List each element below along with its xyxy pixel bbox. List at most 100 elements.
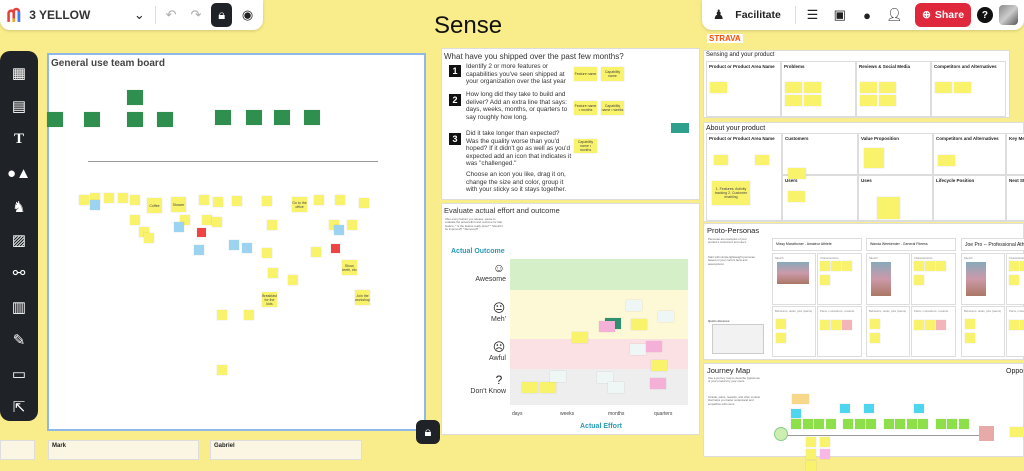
share-button[interactable]: ⊕ Share [914,3,972,27]
sticky-note-icon[interactable]: ▤ [11,98,27,116]
table-icon[interactable]: ▥ [11,298,27,316]
sticky-note[interactable]: Feature name • months [574,101,597,115]
sticky-note[interactable] [626,300,642,311]
facilitate-icon[interactable]: ♟ [712,7,725,22]
sticky-note[interactable] [650,378,666,389]
sticky-note[interactable] [347,220,357,230]
sticky-note[interactable] [870,333,880,343]
sticky-note[interactable] [925,320,935,330]
sticky-note[interactable] [804,95,821,106]
sticky-note[interactable] [947,419,957,429]
undo-icon[interactable]: ↶ [165,7,177,22]
sticky-note[interactable]: Capability name • weeks [601,101,624,115]
sticky-note[interactable] [267,220,277,230]
sticky-note[interactable] [79,195,89,205]
sticky-note[interactable] [197,228,206,237]
sticky-note[interactable] [572,332,588,343]
sticky-note[interactable] [914,275,924,285]
sticky-note[interactable] [755,155,769,165]
sticky-note[interactable] [854,419,865,429]
sticky-note[interactable] [194,245,204,255]
sticky-note[interactable] [936,261,946,271]
sticky-note[interactable] [935,82,952,93]
sticky-note[interactable] [130,215,140,225]
comment-icon[interactable]: ● [863,7,871,23]
sticky-note[interactable] [144,233,154,243]
sticky-note[interactable] [217,365,227,375]
sticky-note[interactable] [118,193,128,203]
sticky-note[interactable] [288,275,298,285]
sticky-note[interactable] [157,112,173,127]
sticky-note[interactable] [914,320,924,330]
sticky-note[interactable] [864,404,874,413]
sticky-note[interactable] [842,320,852,330]
sticky-note[interactable] [540,382,556,393]
teal-shape[interactable] [671,123,689,133]
mural-logo-icon[interactable] [6,5,23,25]
sticky-note[interactable] [877,197,900,219]
sticky-note[interactable] [522,382,538,393]
sticky-note[interactable] [127,90,143,105]
sticky-note[interactable] [1020,320,1024,330]
sticky-note[interactable] [914,261,924,271]
shapes-icon[interactable]: ●▲ [7,164,31,182]
sticky-note[interactable] [242,243,252,253]
sticky-note[interactable] [802,419,813,429]
sticky-note[interactable] [229,240,239,250]
sticky-note[interactable] [965,319,975,329]
sticky-note[interactable] [791,419,801,429]
sticky-note[interactable] [304,110,320,125]
avatar[interactable] [998,5,1018,25]
journey-panel[interactable]: Journey Map Use a journey map to describ… [703,363,1024,471]
sticky-note[interactable] [866,419,876,429]
sticky-note[interactable] [631,319,647,330]
facilitate-button[interactable]: Facilitate [735,9,781,21]
sticky-note[interactable] [914,404,924,413]
sticky-note[interactable] [334,225,344,235]
lock-icon[interactable]: 🔒︎ [211,3,233,27]
sticky-note[interactable] [1009,275,1019,285]
sticky-note[interactable] [925,261,935,271]
sticky-note[interactable]: Capability name [601,67,624,81]
sticky-note[interactable] [806,461,816,471]
sticky-note[interactable] [906,419,917,429]
sticky-note[interactable]: Breakfast for the kids [262,292,277,307]
sticky-note[interactable] [938,155,955,166]
about-panel[interactable]: About your product Product or Product Ar… [703,122,1024,222]
sticky-note[interactable] [965,333,975,343]
sticky-note[interactable]: Shower [171,197,186,212]
sticky-note[interactable] [262,196,272,206]
outline-icon[interactable]: ☰ [806,7,819,22]
sticky-note[interactable] [1009,261,1019,271]
sticky-note[interactable] [232,196,242,206]
sticky-note[interactable] [274,110,290,125]
bottom-card[interactable] [0,440,35,460]
sticky-note[interactable] [104,193,114,203]
sticky-note[interactable] [180,215,190,225]
sticky-note[interactable] [630,344,646,355]
sticky-note[interactable] [864,148,884,168]
sticky-note[interactable] [954,82,971,93]
sticky-note[interactable] [879,82,896,93]
sticky-note[interactable] [139,227,149,237]
sticky-note[interactable] [1009,320,1019,330]
evaluate-panel[interactable]: Evaluate actual effort and outcome After… [441,203,700,435]
diagram-icon[interactable]: ⚯ [12,265,26,283]
sticky-note[interactable] [788,168,806,179]
sticky-note[interactable] [47,112,63,127]
sticky-note[interactable] [840,404,850,413]
sticky-note[interactable] [658,311,674,322]
sticky-note[interactable] [825,419,836,429]
sticky-note[interactable] [785,95,802,106]
sticky-note[interactable] [860,82,877,93]
sticky-note[interactable]: Coffee [147,198,162,213]
personas-panel[interactable]: Proto-Personas Personas are examples of … [703,223,1024,360]
sticky-note[interactable] [710,82,727,93]
shipped-panel[interactable]: What have you shipped over the past few … [441,48,700,200]
sticky-note[interactable] [215,110,231,125]
sticky-note[interactable]: Go to the office [292,197,307,212]
text-icon[interactable]: T [13,131,24,148]
sticky-note[interactable]: Capability name • months [574,139,597,153]
sticky-note[interactable] [935,419,946,429]
sticky-note[interactable] [331,244,340,253]
